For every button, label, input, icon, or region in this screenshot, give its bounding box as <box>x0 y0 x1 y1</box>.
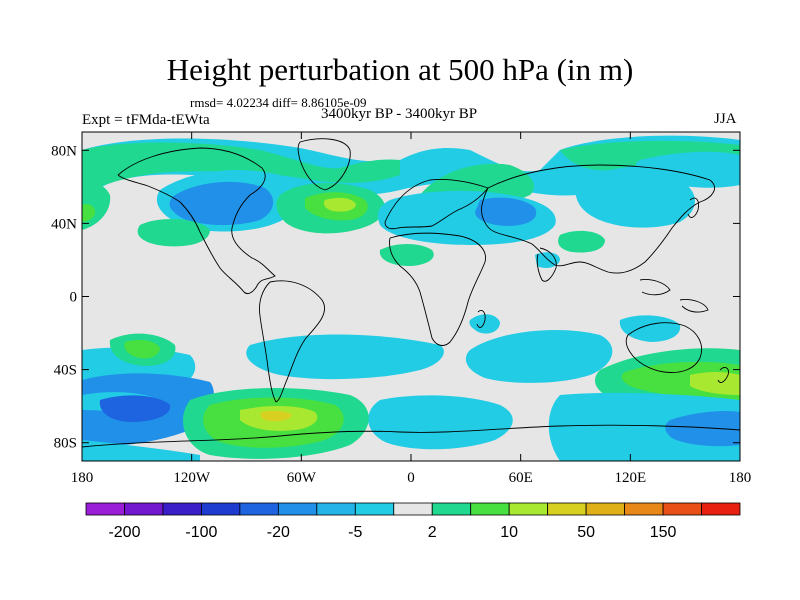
colorbar-label: -20 <box>267 524 290 541</box>
contour-cyan-southern-ocean-mid <box>368 395 513 450</box>
contour-orange-s-america-south <box>260 411 292 422</box>
colorbar-swatch <box>470 502 510 516</box>
colorbar-swatch <box>547 502 587 516</box>
contour-blue-n-america <box>169 181 274 226</box>
colorbar-swatch <box>85 502 125 516</box>
colorbar-swatch <box>585 502 625 516</box>
coast-madagascar <box>476 309 486 328</box>
contour-dark-blue-s-pacific <box>99 395 171 422</box>
contour-yellow-s-australia <box>690 371 740 395</box>
lon-tick-label: 0 <box>407 470 415 486</box>
lon-tick-label: 180 <box>729 470 752 486</box>
colorbar-swatch <box>662 502 702 516</box>
lon-tick-label: 180 <box>71 470 94 486</box>
stats-subtitle: rmsd= 4.02234 diff= 8.86105e-09 <box>190 95 367 110</box>
lon-tick-label: 60E <box>509 470 533 486</box>
contour-cyan-antarctic-west <box>82 440 200 461</box>
contour-cyan-s-atlantic <box>469 314 500 334</box>
lat-tick-label: 40N <box>51 216 77 232</box>
coast-europe <box>384 179 489 230</box>
colorbar: -200 -100 -20 -5 2 10 50 150 <box>85 502 741 541</box>
colorbar-swatch <box>354 502 395 516</box>
colorbar-label: 10 <box>500 524 518 541</box>
colorbar-swatch <box>277 502 318 516</box>
lon-tick-label: 120W <box>173 470 211 486</box>
coast-north-america <box>117 147 276 295</box>
longitude-axis: 180 120W 60W 0 60E 120E 180 <box>71 132 752 486</box>
coast-se-asia-islands <box>639 279 709 313</box>
colorbar-swatch <box>201 502 241 516</box>
coast-india <box>536 247 557 282</box>
colorbar-swatch <box>431 502 472 516</box>
colorbar-label: 2 <box>428 524 437 541</box>
contour-cyan-north-pacific <box>636 151 740 188</box>
contour-green-arabia <box>558 230 605 253</box>
coast-australia <box>625 322 703 373</box>
colorbar-label: 50 <box>577 524 595 541</box>
contour-fields <box>82 135 740 461</box>
colorbar-label: -5 <box>348 524 362 541</box>
coast-new-zealand <box>717 367 729 383</box>
lat-tick-label: 0 <box>70 290 78 306</box>
contour-cyan-indian-ocean <box>465 330 613 383</box>
contour-blue-antarctic-east <box>665 410 740 447</box>
contour-green-n-pacific-blob <box>137 218 210 247</box>
lat-tick-label: 80N <box>51 143 77 159</box>
period-label: 3400kyr BP - 3400kyr BP <box>321 106 478 122</box>
colorbar-swatch <box>393 502 433 516</box>
colorbar-label: 150 <box>650 524 677 541</box>
coast-africa <box>389 232 486 346</box>
lon-tick-label: 120E <box>614 470 646 486</box>
lat-tick-label: 40S <box>54 363 77 379</box>
latitude-axis: 80N 40N 0 40S 80S <box>51 143 740 452</box>
contour-yellow-atlantic <box>323 197 356 212</box>
contour-green-n-africa <box>379 244 434 266</box>
colorbar-swatch <box>162 502 202 516</box>
colorbar-label: -200 <box>108 524 140 541</box>
coast-japan <box>687 197 699 218</box>
contour-cyan-east-asia <box>575 171 695 228</box>
colorbar-swatch <box>316 502 356 516</box>
contour-cyan-s-pacific <box>246 334 444 380</box>
coast-greenland <box>297 138 351 191</box>
season-label: JJA <box>714 111 737 127</box>
experiment-label: Expt = tFMda-tEWta <box>82 112 210 128</box>
coast-south-america <box>259 280 326 403</box>
contour-green-atlantic-north <box>82 142 400 195</box>
lat-tick-label: 80S <box>54 436 77 452</box>
contour-cyan-s-indian-east <box>619 315 681 342</box>
contour-lime-west-pacific <box>82 204 96 222</box>
contour-blue-europe <box>475 197 537 226</box>
contour-green-pacific-north <box>560 140 740 171</box>
colorbar-swatch <box>239 502 279 516</box>
colorbar-swatch <box>124 502 164 516</box>
plot-title: Height perturbation at 500 hPa (in m) <box>166 52 634 87</box>
coastlines <box>82 138 740 448</box>
coast-antarctica <box>82 424 740 448</box>
coast-asia <box>481 164 715 274</box>
colorbar-label: -100 <box>185 524 217 541</box>
contour-green-s-pacific-lime <box>124 340 160 359</box>
colorbar-swatch <box>508 502 549 516</box>
colorbar-swatch <box>624 502 664 516</box>
colorbar-swatch <box>701 502 741 516</box>
lon-tick-label: 60W <box>287 470 317 486</box>
